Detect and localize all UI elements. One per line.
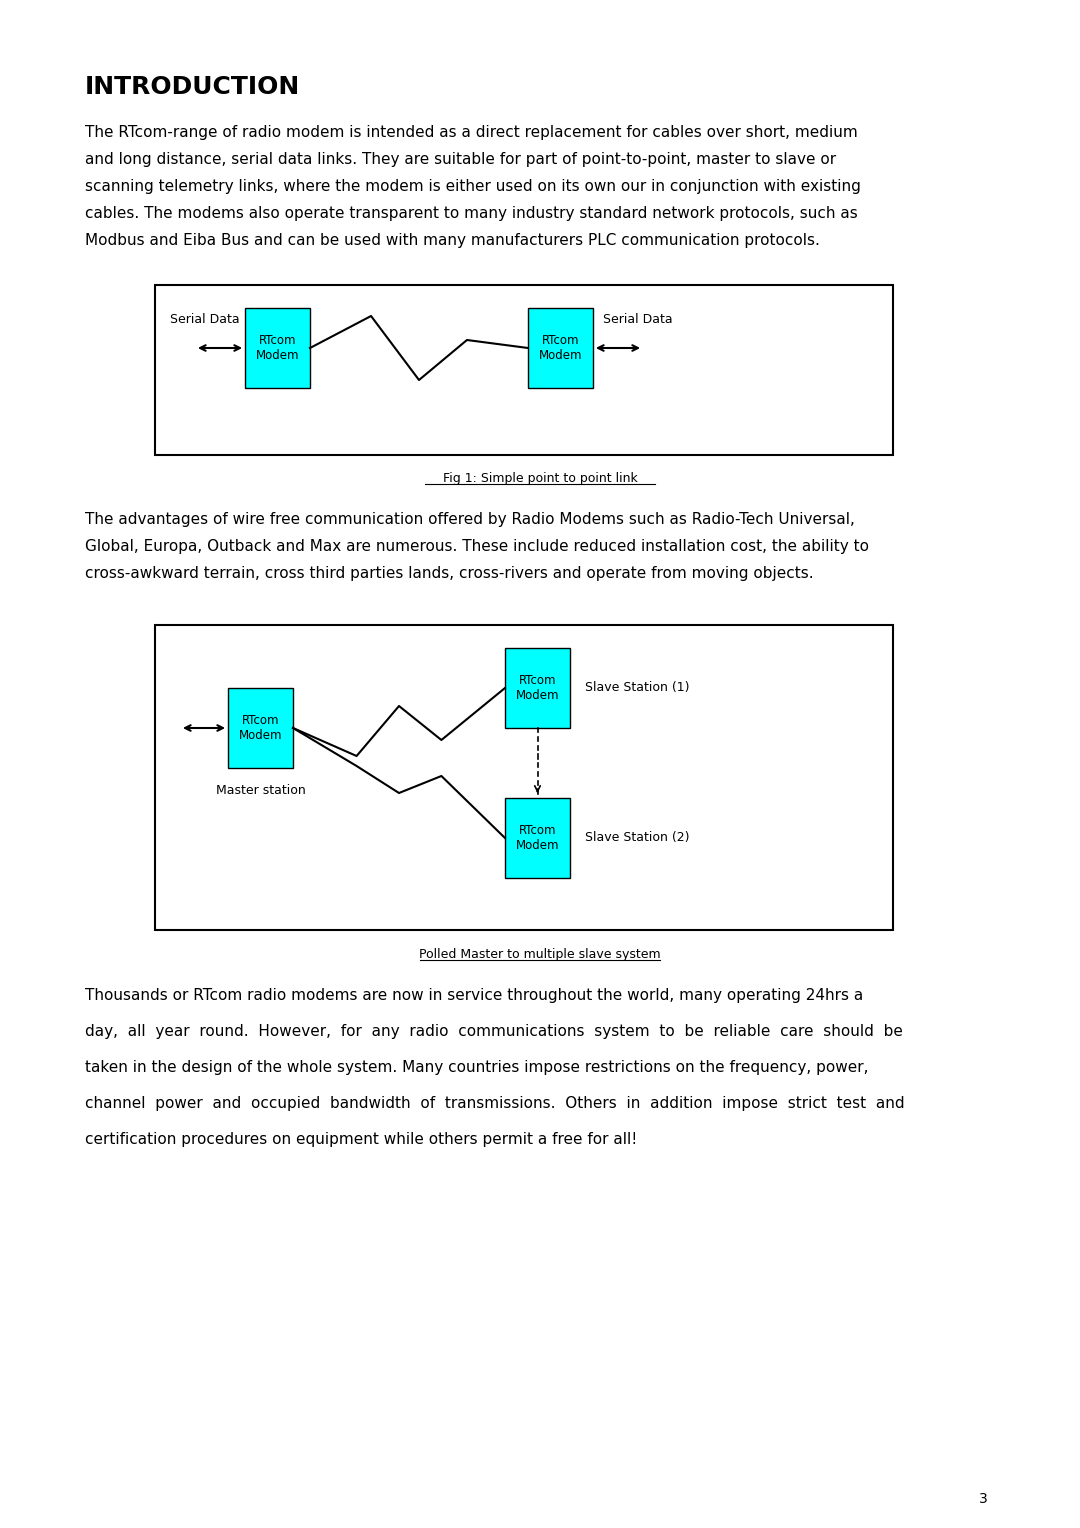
Text: RTcom
Modem: RTcom Modem bbox=[516, 674, 559, 701]
Text: day,  all  year  round.  However,  for  any  radio  communications  system  to  : day, all year round. However, for any ra… bbox=[85, 1024, 903, 1039]
Text: cables. The modems also operate transparent to many industry standard network pr: cables. The modems also operate transpar… bbox=[85, 206, 858, 222]
Text: INTRODUCTION: INTRODUCTION bbox=[85, 75, 300, 99]
Text: Thousands or RTcom radio modems are now in service throughout the world, many op: Thousands or RTcom radio modems are now … bbox=[85, 989, 863, 1002]
Text: Modbus and Eiba Bus and can be used with many manufacturers PLC communication pr: Modbus and Eiba Bus and can be used with… bbox=[85, 232, 820, 248]
Text: The RTcom-range of radio modem is intended as a direct replacement for cables ov: The RTcom-range of radio modem is intend… bbox=[85, 125, 858, 141]
Text: scanning telemetry links, where the modem is either used on its own our in conju: scanning telemetry links, where the mode… bbox=[85, 179, 861, 194]
Text: Slave Station (2): Slave Station (2) bbox=[585, 831, 689, 845]
Text: Global, Europa, Outback and Max are numerous. These include reduced installation: Global, Europa, Outback and Max are nume… bbox=[85, 539, 869, 555]
Text: Polled Master to multiple slave system: Polled Master to multiple slave system bbox=[419, 947, 661, 961]
Text: cross-awkward terrain, cross third parties lands, cross-rivers and operate from : cross-awkward terrain, cross third parti… bbox=[85, 565, 813, 581]
Bar bbox=[156, 625, 893, 931]
Text: Slave Station (1): Slave Station (1) bbox=[585, 681, 689, 695]
Bar bbox=[505, 798, 570, 879]
Bar bbox=[228, 688, 293, 769]
Bar bbox=[156, 286, 893, 455]
Text: Serial Data: Serial Data bbox=[171, 313, 240, 325]
Text: Serial Data: Serial Data bbox=[603, 313, 673, 325]
Text: The advantages of wire free communication offered by Radio Modems such as Radio-: The advantages of wire free communicatio… bbox=[85, 512, 855, 527]
Text: taken in the design of the whole system. Many countries impose restrictions on t: taken in the design of the whole system.… bbox=[85, 1060, 868, 1076]
Text: channel  power  and  occupied  bandwidth  of  transmissions.  Others  in  additi: channel power and occupied bandwidth of … bbox=[85, 1096, 905, 1111]
Text: RTcom
Modem: RTcom Modem bbox=[516, 824, 559, 853]
Text: and long distance, serial data links. They are suitable for part of point-to-poi: and long distance, serial data links. Th… bbox=[85, 151, 836, 167]
Text: Fig 1: Simple point to point link: Fig 1: Simple point to point link bbox=[443, 472, 637, 484]
Bar bbox=[505, 648, 570, 727]
Text: Master station: Master station bbox=[216, 784, 306, 798]
Bar bbox=[245, 309, 310, 388]
Bar bbox=[528, 309, 593, 388]
Text: RTcom
Modem: RTcom Modem bbox=[256, 335, 299, 362]
Text: certification procedures on equipment while others permit a free for all!: certification procedures on equipment wh… bbox=[85, 1132, 637, 1148]
Text: 3: 3 bbox=[980, 1491, 988, 1507]
Text: RTcom
Modem: RTcom Modem bbox=[239, 714, 282, 743]
Text: RTcom
Modem: RTcom Modem bbox=[539, 335, 582, 362]
